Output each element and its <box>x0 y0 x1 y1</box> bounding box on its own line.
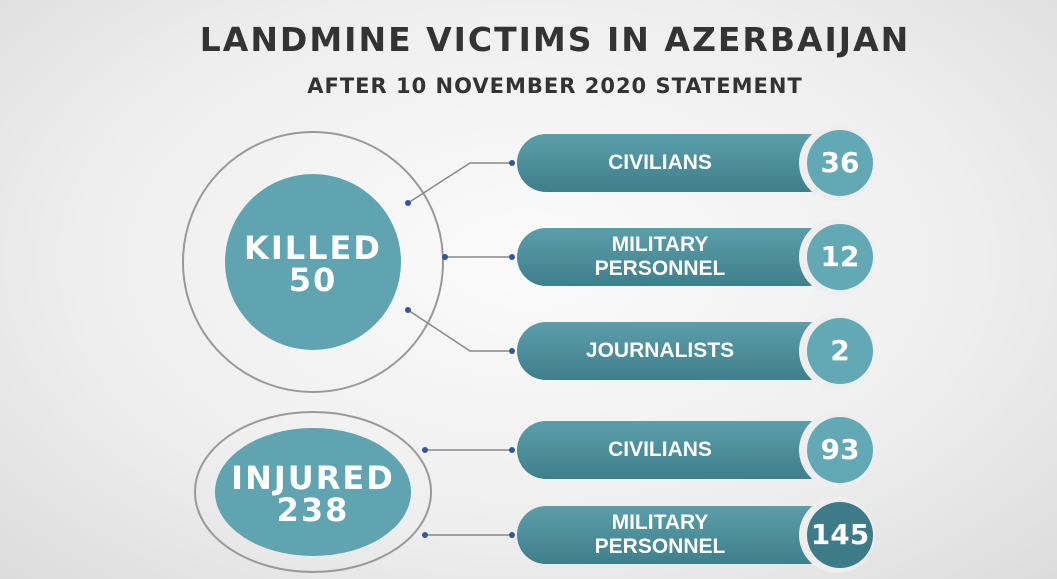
connector-dot <box>442 254 448 260</box>
number-circle <box>807 417 873 483</box>
connector-dot <box>405 307 411 313</box>
connector-dot <box>422 447 428 453</box>
item-value: 145 <box>810 518 870 551</box>
item-label: CIVILIANS <box>608 438 712 461</box>
connector-dot <box>509 254 515 260</box>
group-total: 238 <box>276 491 350 529</box>
item-value: 12 <box>820 240 860 273</box>
item-label: MILITARY PERSONNEL <box>594 233 726 280</box>
connector <box>407 162 512 204</box>
item-label: CIVILIANS <box>608 151 712 174</box>
outer-ring <box>182 131 444 393</box>
connector-dot <box>405 200 411 206</box>
number-circle <box>807 224 873 290</box>
number-circle <box>807 318 873 384</box>
item-value: 2 <box>830 334 850 367</box>
pill <box>517 228 837 286</box>
connector-dot <box>509 532 515 538</box>
group-circle <box>225 174 401 350</box>
group-label: KILLED <box>244 229 382 267</box>
connector-dot <box>509 160 515 166</box>
pill <box>517 421 837 479</box>
number-circle <box>807 502 873 568</box>
pill <box>517 322 837 380</box>
pill <box>517 134 837 192</box>
connector-dot <box>509 447 515 453</box>
outer-ring <box>194 411 432 573</box>
item-label: MILITARY PERSONNEL <box>594 511 726 558</box>
connector <box>407 309 512 352</box>
item-value: 36 <box>820 146 860 179</box>
title: LANDMINE VICTIMS IN AZERBAIJAN <box>199 20 911 59</box>
subtitle: AFTER 10 NOVEMBER 2020 STATEMENT <box>307 74 803 98</box>
item-value: 93 <box>820 433 860 466</box>
group-total: 50 <box>288 261 338 299</box>
connector-dot <box>422 532 428 538</box>
connector-dot <box>509 348 515 354</box>
pill <box>517 506 837 564</box>
number-circle <box>807 130 873 196</box>
group-circle <box>215 428 411 556</box>
group-label: INJURED <box>231 459 395 497</box>
item-label: JOURNALISTS <box>585 339 735 362</box>
